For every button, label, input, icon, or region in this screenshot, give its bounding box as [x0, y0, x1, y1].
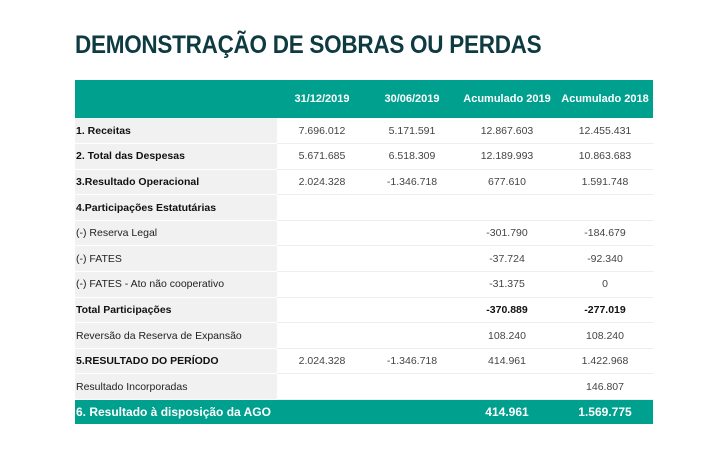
row-value: -1.346.718 — [367, 348, 457, 375]
row-value: -184.679 — [557, 220, 653, 247]
row-value — [367, 194, 457, 221]
table-row: 4.Participações Estatutárias — [75, 194, 653, 221]
row-label: Total Participações — [75, 297, 277, 324]
row-label: Reversão da Reserva de Expansão — [75, 322, 277, 349]
table-row: (-) Reserva Legal -301.790 -184.679 — [75, 220, 653, 247]
row-label: (-) Reserva Legal — [75, 220, 277, 247]
row-value: -277.019 — [557, 297, 653, 324]
row-value — [457, 194, 557, 221]
row-label: (-) FATES — [75, 245, 277, 273]
row-value: 5.671.685 — [277, 143, 367, 170]
table-row: 5.RESULTADO DO PERÍODO 2.024.328 -1.346.71… — [75, 348, 653, 375]
row-value: 1.422.968 — [557, 348, 653, 375]
row-value: 414.961 — [457, 399, 557, 424]
row-value — [277, 399, 367, 424]
row-value: -370.889 — [457, 297, 557, 324]
table-row: (-) FATES - Ato não cooperativo -31.375 0 — [75, 271, 653, 298]
row-value: 677.610 — [457, 169, 557, 196]
row-value — [457, 373, 557, 401]
row-value — [367, 399, 457, 424]
row-value: -31.375 — [457, 271, 557, 298]
row-value: 5.171.591 — [367, 118, 457, 145]
page-title: DEMONSTRAÇÃO DE SOBRAS OU PERDAS — [75, 31, 542, 59]
row-value: -37.724 — [457, 245, 557, 273]
column-header: Acumulado 2019 — [463, 93, 551, 105]
row-value — [277, 297, 367, 324]
row-value: 0 — [557, 271, 653, 298]
row-value — [277, 245, 367, 273]
row-value: 108.240 — [457, 322, 557, 349]
row-value: 108.240 — [557, 322, 653, 349]
row-value — [277, 373, 367, 401]
row-label: 4.Participações Estatutárias — [75, 194, 277, 221]
table-row: Reversão da Reserva de Expansão 108.240 10… — [75, 322, 653, 349]
column-header: 30/06/2019 — [384, 93, 440, 105]
row-value — [367, 297, 457, 324]
row-label: 3.Resultado Operacional — [75, 169, 277, 196]
row-value — [367, 271, 457, 298]
row-value — [277, 194, 367, 221]
row-value: 146.807 — [557, 373, 653, 401]
row-value: 10.863.683 — [557, 143, 653, 170]
row-value: 1.569.775 — [557, 399, 653, 424]
row-label: 1. Receitas — [75, 118, 277, 145]
row-value: 12.867.603 — [457, 118, 557, 145]
row-value: -1.346.718 — [367, 169, 457, 196]
row-value — [367, 322, 457, 349]
row-value — [367, 220, 457, 247]
row-value — [557, 194, 653, 221]
table-row: 3.Resultado Operacional 2.024.328 -1.346.7… — [75, 169, 653, 196]
row-value — [367, 373, 457, 401]
row-value — [277, 271, 367, 298]
column-header: Acumulado 2018 — [561, 93, 649, 105]
row-label: 5.RESULTADO DO PERÍODO — [75, 348, 277, 375]
row-value: -301.790 — [457, 220, 557, 247]
row-value: 1.591.748 — [557, 169, 653, 196]
table-row: Total Participações -370.889 -277.019 — [75, 297, 653, 324]
row-value — [277, 220, 367, 247]
table-row: (-) FATES -37.724 -92.340 — [75, 245, 653, 273]
table-row: 2. Total das Despesas 5.671.685 6.518.309 1… — [75, 143, 653, 170]
results-table: 31/12/2019 30/06/2019 Acumulado 2019 Acu… — [75, 80, 653, 424]
row-label: Resultado Incorporadas — [75, 373, 277, 401]
row-value — [367, 245, 457, 273]
row-label: (-) FATES - Ato não cooperativo — [75, 271, 277, 298]
row-value: 12.189.993 — [457, 143, 557, 170]
column-header — [75, 80, 277, 118]
row-value: 2.024.328 — [277, 169, 367, 196]
table-row: 1. Receitas 7.696.012 5.171.591 12.867.603 1… — [75, 118, 653, 145]
final-row: 6. Resultado à disposição da AGO 414.961 1… — [75, 399, 653, 424]
row-value — [277, 322, 367, 349]
row-label: 6. Resultado à disposição da AGO — [75, 399, 277, 424]
row-value: 12.455.431 — [557, 118, 653, 145]
row-value: 7.696.012 — [277, 118, 367, 145]
row-value: 6.518.309 — [367, 143, 457, 170]
row-label: 2. Total das Despesas — [75, 143, 277, 170]
row-value: -92.340 — [557, 245, 653, 273]
column-header: 31/12/2019 — [294, 93, 350, 105]
table-header: 31/12/2019 30/06/2019 Acumulado 2019 Acu… — [75, 80, 653, 118]
row-value: 414.961 — [457, 348, 557, 375]
table-row: Resultado Incorporadas 146.807 — [75, 373, 653, 401]
row-value: 2.024.328 — [277, 348, 367, 375]
